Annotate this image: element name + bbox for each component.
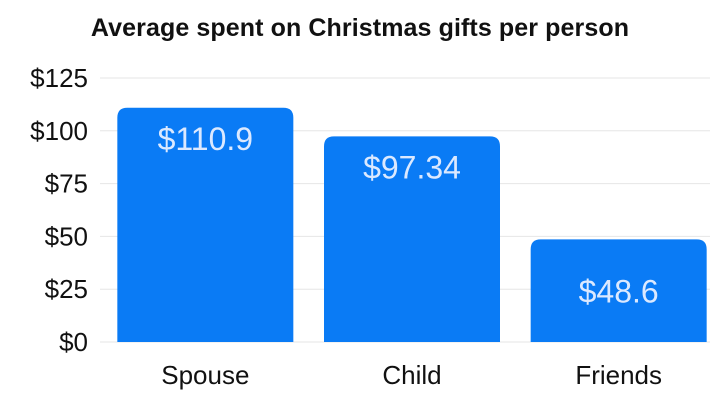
- chart-title: Average spent on Christmas gifts per per…: [90, 14, 630, 42]
- x-tick-label: Child: [382, 360, 441, 390]
- x-tick-label: Friends: [575, 360, 662, 390]
- data-label: $110.9: [158, 121, 254, 157]
- data-label: $48.6: [579, 274, 659, 310]
- data-label: $97.34: [363, 149, 461, 185]
- y-tick-label: $0: [59, 327, 88, 357]
- y-tick-label: $125: [30, 63, 88, 93]
- x-tick-label: Spouse: [161, 360, 249, 390]
- y-tick-label: $100: [30, 116, 88, 146]
- bar-child: [324, 136, 500, 342]
- bar-friends: [530, 239, 707, 342]
- y-tick-label: $50: [45, 221, 88, 251]
- y-tick-label: $25: [45, 274, 88, 304]
- y-tick-label: $75: [45, 169, 88, 199]
- bar-spouse: [117, 107, 294, 342]
